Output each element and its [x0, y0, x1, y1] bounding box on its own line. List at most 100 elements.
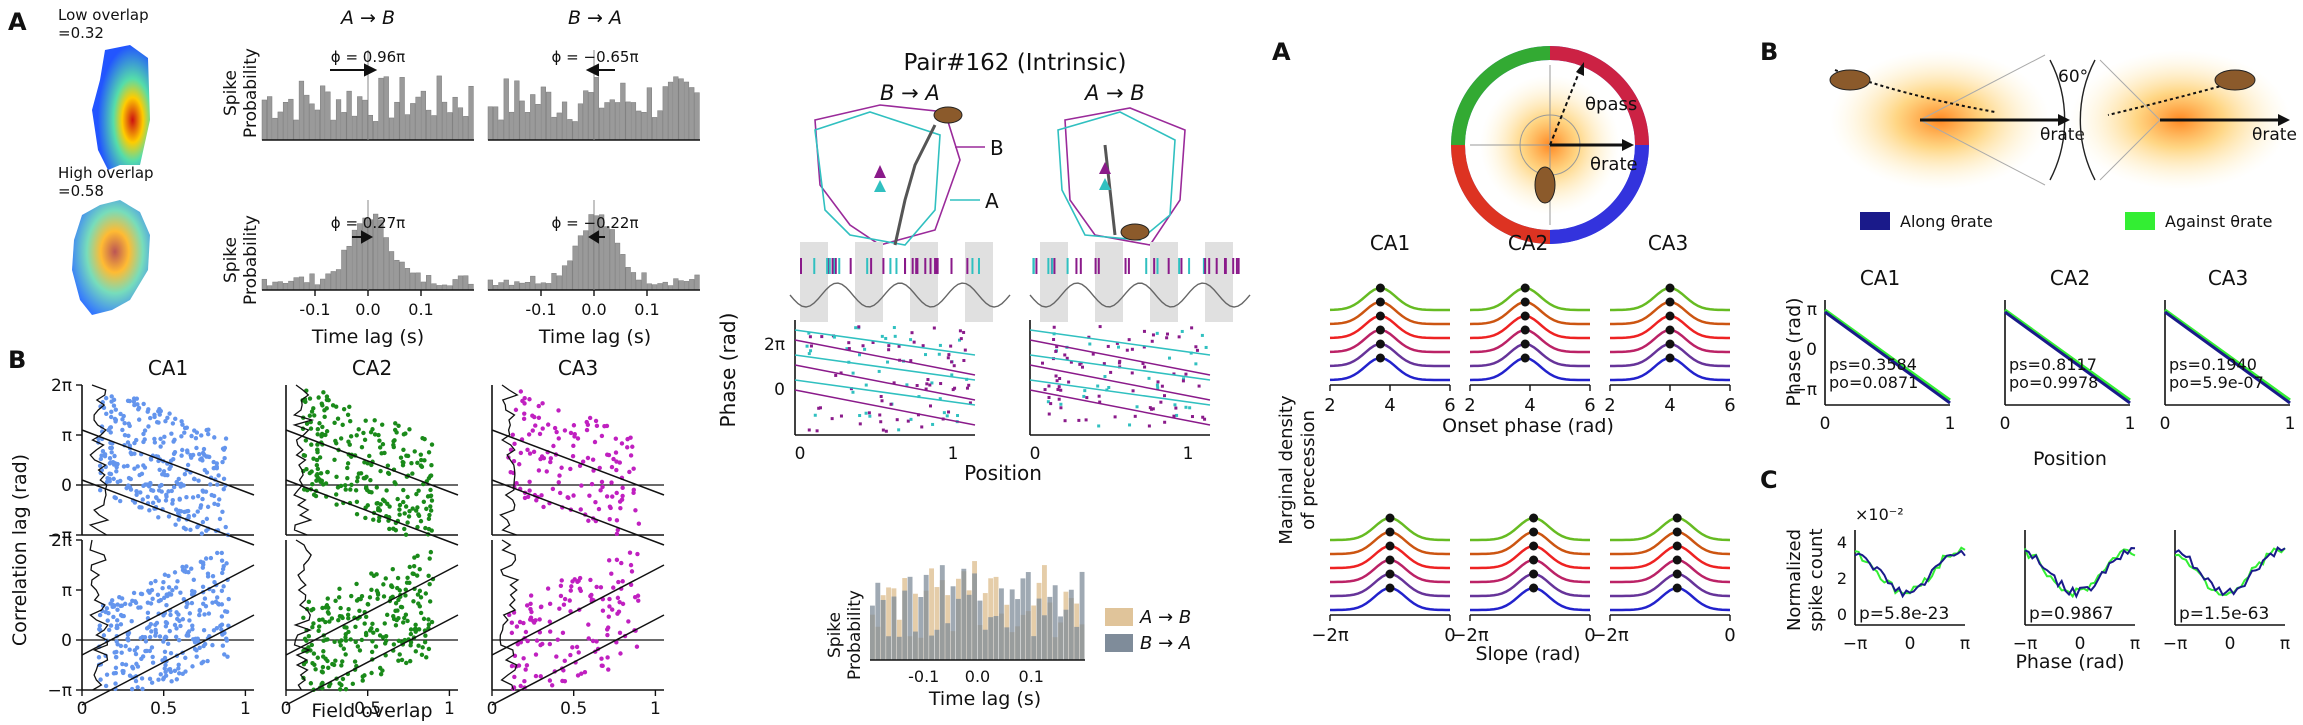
hist-bar-ba [1025, 572, 1031, 660]
scatter-point [192, 428, 197, 433]
spike-phase-point [817, 406, 821, 410]
scatter-point [392, 427, 398, 433]
fit-line [491, 429, 665, 496]
scatter-point [369, 462, 374, 468]
scatter-point [111, 403, 117, 408]
scatter-point [593, 418, 599, 424]
scatter-point [401, 432, 407, 437]
x-tick-label: 0 [1724, 625, 1735, 646]
spike-phase-point [1055, 345, 1059, 349]
x-tick-label: 4 [1524, 395, 1535, 416]
scatter-point [111, 614, 116, 620]
density-curve [1609, 586, 1731, 612]
scatter-point [190, 495, 196, 500]
scatter-point [588, 593, 593, 599]
x-tick-label: 0.0 [581, 300, 606, 319]
scatter-point [617, 599, 622, 605]
scatter-point [184, 564, 189, 569]
scatter-point [127, 423, 132, 429]
hist-bar-ba [896, 636, 902, 660]
scatter-point [316, 395, 321, 400]
scatter-point [125, 440, 131, 445]
scatter-point [598, 585, 604, 590]
scatter-point [355, 644, 361, 649]
scatter-point [559, 465, 564, 470]
scatter-point [414, 491, 419, 497]
scatter-point [361, 430, 366, 436]
scatter-point [615, 595, 621, 601]
scatter-point [134, 645, 140, 650]
fit-line-b [1029, 339, 1211, 376]
scatter-point [547, 641, 553, 647]
scatter-point [337, 586, 342, 592]
scatter-point [197, 452, 202, 457]
scatter-point [128, 602, 133, 607]
scatter-point [590, 638, 596, 644]
scatter-point [315, 447, 320, 453]
svg-text:Spike: Spike [825, 612, 845, 658]
scatter-point [324, 406, 329, 411]
histogram-bar [583, 230, 589, 291]
scatter-point [224, 636, 229, 641]
scatter-point [104, 411, 109, 417]
scatter-point [371, 517, 376, 522]
density-peak [1385, 513, 1395, 523]
scatter-point [636, 598, 641, 603]
scatter-point [155, 592, 161, 598]
angle-label: 60° [2058, 67, 2088, 87]
scatter-point [408, 658, 413, 664]
scatter-point [534, 638, 540, 643]
x-tick-label: 0 [2075, 634, 2086, 654]
fit-line-b [794, 364, 976, 401]
scatter-point [607, 516, 612, 522]
scatter-point [548, 456, 554, 461]
scatter-point [146, 424, 151, 429]
scatter-point [615, 527, 621, 533]
spike-phase-point [895, 418, 899, 422]
scatter-point [195, 509, 200, 514]
scatter-point [310, 660, 315, 666]
scatter-point [225, 654, 230, 659]
scatter-point [190, 623, 195, 628]
spike-phase-point [1047, 396, 1051, 400]
scatter-point [429, 463, 434, 468]
density-peak [1375, 311, 1385, 321]
scatter-point [153, 633, 158, 638]
density-peak [1665, 353, 1675, 363]
density-curve [1469, 314, 1591, 340]
scatter-point [147, 676, 153, 682]
scatter-point [334, 441, 339, 446]
scatter-point [184, 495, 189, 500]
spike-phase-point [947, 410, 951, 414]
scatter-point [173, 585, 179, 590]
scatter-point [341, 406, 347, 412]
scatter-point [174, 610, 179, 615]
x-tick-label: 0 [1030, 444, 1041, 464]
scatter-point [356, 427, 361, 432]
scatter-point [418, 518, 424, 524]
scatter-point [338, 436, 344, 441]
scatter-point [402, 615, 407, 621]
scatter-point [611, 585, 616, 590]
scatter-point [321, 390, 326, 395]
scatter-point [558, 583, 564, 588]
scatter-point [556, 408, 561, 413]
scatter-point [303, 438, 309, 443]
hist-bar-ba [913, 631, 918, 660]
marginal-density [88, 384, 110, 536]
scatter-point [165, 415, 170, 421]
scatter-point [585, 455, 591, 461]
scatter-point [333, 598, 338, 604]
line-against [2164, 308, 2291, 402]
scatter-point [365, 461, 370, 466]
fit-line [491, 564, 665, 656]
scatter-point [108, 414, 114, 420]
scatter-point [321, 638, 326, 643]
histogram-bar [673, 76, 679, 141]
scatter-point [168, 612, 173, 618]
scatter-point [140, 497, 145, 502]
spike-phase-point [1057, 397, 1061, 401]
scatter-point [510, 432, 516, 437]
spike-phase-point [968, 401, 972, 405]
density-curve [1469, 286, 1591, 312]
